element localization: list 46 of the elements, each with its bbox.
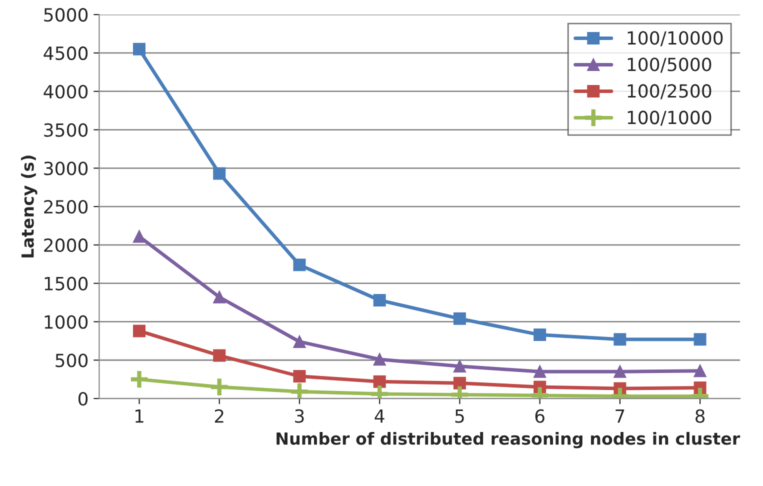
point (614, 365, 626, 378)
point (132, 324, 146, 338)
legend-label: 100/5000 (628, 58, 712, 73)
legend-label: 100/10000 (628, 31, 723, 46)
y-axis-title: Latency (s) (21, 156, 38, 258)
point (534, 328, 546, 342)
legend-label: 100/1000 (628, 110, 712, 126)
point (694, 333, 706, 346)
x-tick-label: 6 (535, 409, 544, 423)
y-tick-label: 5000 (44, 8, 88, 22)
point (213, 167, 226, 180)
x-tick-label: 3 (295, 409, 304, 423)
y-tick-label: 500 (56, 354, 88, 368)
point (293, 258, 306, 272)
x-tick-label: 8 (696, 409, 705, 423)
point (373, 353, 386, 366)
point (534, 365, 546, 378)
point (373, 294, 386, 306)
y-tick-label: 1000 (44, 315, 88, 329)
point (453, 360, 466, 373)
x-tick-label: 5 (455, 409, 464, 423)
x-tick-label: 1 (135, 409, 144, 423)
point (213, 349, 226, 362)
y-tick-label: 2500 (44, 200, 88, 214)
point (132, 42, 146, 56)
legend-label: 100/2500 (628, 84, 712, 100)
point (213, 290, 226, 304)
y-tick-label: 3500 (44, 123, 88, 137)
y-tick-label: 4500 (44, 46, 88, 60)
point (293, 370, 306, 382)
point (293, 335, 306, 348)
point (132, 230, 146, 243)
point (453, 376, 466, 390)
y-tick-label: 1500 (44, 276, 88, 290)
y-tick-label: 4000 (44, 84, 88, 98)
y-tick-label: 3000 (44, 162, 88, 176)
x-tick-label: 7 (616, 409, 624, 423)
point (614, 333, 626, 346)
x-tick-label: 2 (214, 409, 224, 423)
y-tick-label: 2000 (44, 238, 88, 252)
x-axis-title: Number of distributed reasoning nodes in cluster (276, 432, 740, 448)
point (453, 312, 466, 325)
y-tick-label: 0 (78, 392, 88, 406)
point (694, 364, 706, 378)
x-tick-label: 4 (374, 409, 384, 423)
point (373, 375, 386, 388)
